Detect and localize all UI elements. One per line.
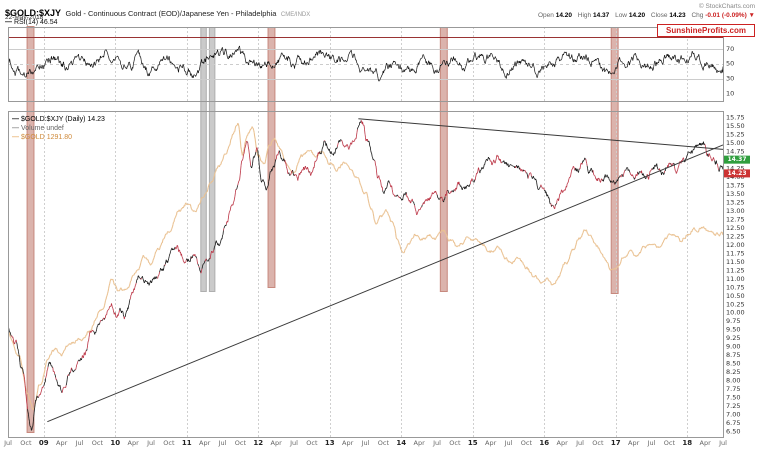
legend-row-volume: — Volume undef [12,124,105,133]
low-value: 14.20 [628,12,646,19]
volume-value: undef [46,125,64,132]
close-value: 14.23 [669,12,686,19]
rsi-legend: — RSI(14) 46.54 [5,19,58,26]
close-label: Close [650,12,668,19]
low-label: Low [615,12,628,19]
volume-series-swatch-icon: — [12,125,19,132]
ratio-series-value: 14.23 [87,116,105,123]
exchange-label: CME/INDX [280,12,311,18]
rsi-legend-value: 46.54 [40,19,58,26]
stockcharts-watermark: © StockCharts.com [698,3,755,10]
open-label: Open [537,12,554,19]
high-label: High [577,12,592,19]
gold-series-swatch-icon: — [12,134,19,141]
rsi-series-icon: — [5,19,12,26]
rsi-legend-label: RSI(14) [13,19,39,26]
symbol-description: Gold - Continuous Contract (EOD)/Japanes… [65,9,277,18]
chg-label: Chg [691,12,704,19]
open-value: 14.20 [555,12,572,19]
ratio-series-swatch-icon: — [12,116,19,123]
chg-value: -0.01 (-0.09%) ▼ [705,12,755,19]
high-value: 14.37 [592,12,610,19]
gold-series-label: $GOLD [21,134,45,141]
gold-series-value: 1291.80 [46,134,72,141]
sunshine-profits-badge: SunshineProfits.com [656,24,755,37]
chart-date: 22-May-2018 [5,14,44,21]
ticker-symbol: $GOLD:$XJY [5,8,62,18]
legend-row-ratio: — $GOLD:$XJY (Daily) 14.23 [12,115,105,124]
volume-label: Volume [21,125,45,132]
chart-title: $GOLD:$XJY Gold - Continuous Contract (E… [5,3,310,21]
quote-row: Open 14.20 High 14.37 Low 14.20 Close 14… [538,12,755,19]
price-legend: — $GOLD:$XJY (Daily) 14.23 — Volume undef … [12,115,105,142]
ratio-series-label: $GOLD:$XJY (Daily) [21,116,86,123]
legend-row-gold: — $GOLD 1291.80 [12,133,105,142]
